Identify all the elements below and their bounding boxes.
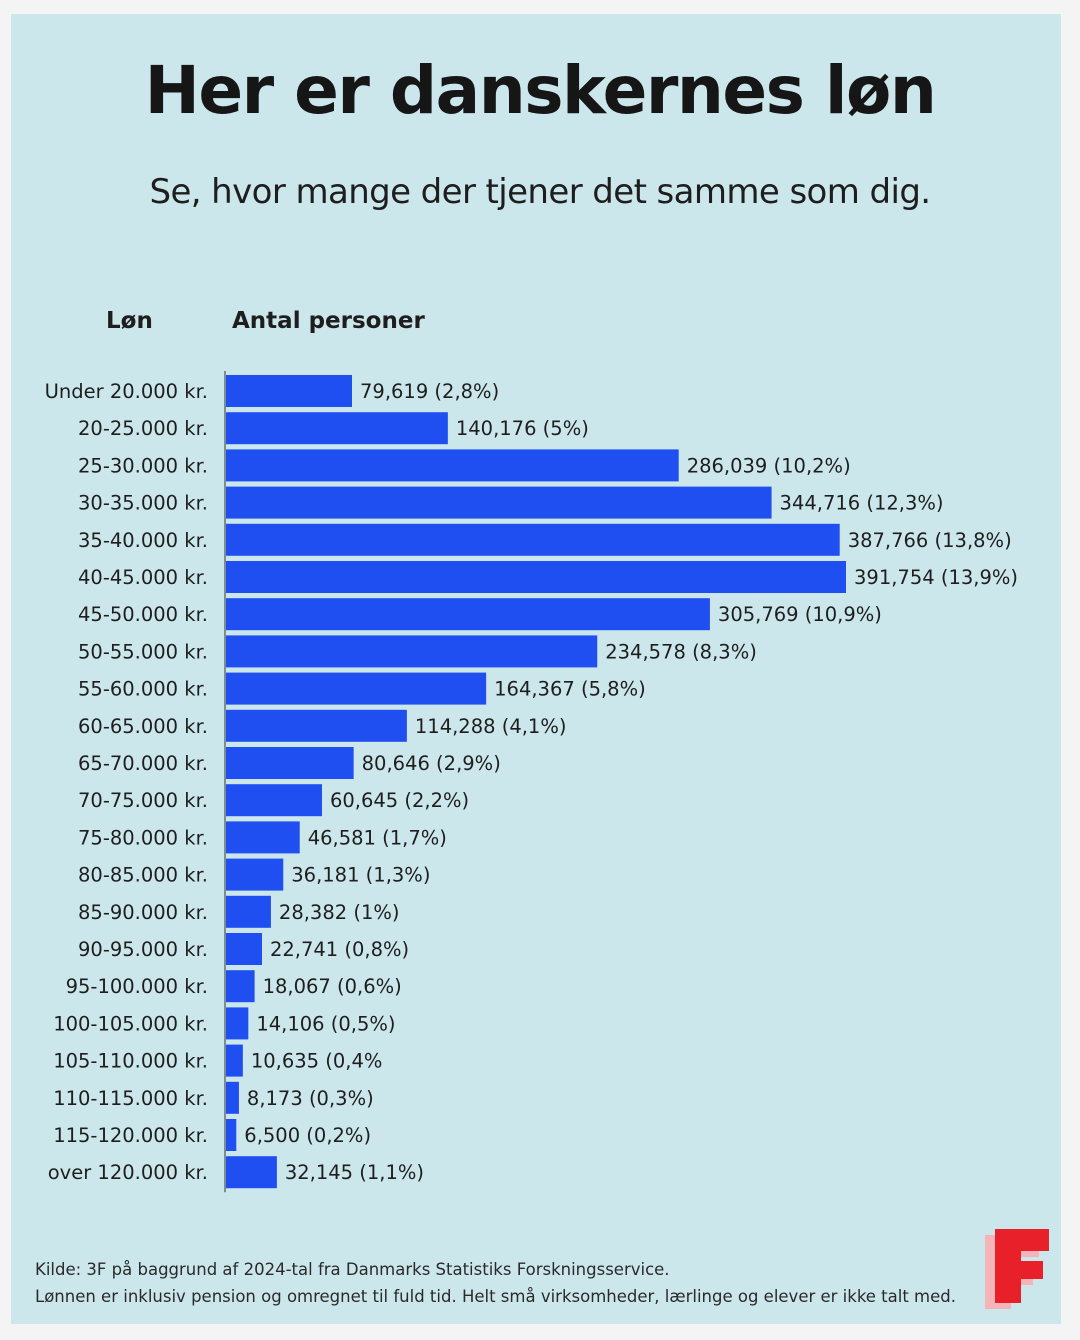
bar-5 (226, 561, 846, 593)
bar-3 (226, 486, 772, 519)
bar-19 (226, 1081, 239, 1114)
data-label-7: 234,578 (8,3%) (605, 640, 757, 663)
category-label-7: 50-55.000 kr. (78, 640, 208, 663)
data-label-19: 8,173 (0,3%) (247, 1087, 374, 1110)
data-label-0: 79,619 (2,8%) (360, 380, 499, 403)
infographic-panel (11, 14, 1061, 1324)
category-column-header: Løn (106, 308, 153, 334)
logo-letter-f (995, 1229, 1049, 1303)
data-label-14: 28,382 (1%) (279, 901, 400, 924)
bar-7 (226, 635, 598, 668)
footer-note: Lønnen er inklusiv pension og omregnet t… (35, 1287, 957, 1306)
data-label-13: 36,181 (1,3%) (291, 864, 430, 887)
footer-source: Kilde: 3F på baggrund af 2024-tal fra Da… (35, 1260, 670, 1279)
value-column-header: Antal personer (232, 308, 425, 334)
category-label-19: 110-115.000 kr. (53, 1087, 208, 1110)
bar-13 (226, 858, 284, 891)
bar-2 (226, 449, 679, 482)
bar-11 (226, 784, 322, 817)
data-label-20: 6,500 (0,2%) (244, 1124, 371, 1147)
data-label-17: 14,106 (0,5%) (256, 1012, 395, 1035)
category-label-17: 100-105.000 kr. (53, 1012, 208, 1035)
category-label-12: 75-80.000 kr. (78, 826, 208, 849)
data-label-18: 10,635 (0,4% (251, 1050, 383, 1073)
category-label-9: 60-65.000 kr. (78, 715, 208, 738)
data-label-2: 286,039 (10,2%) (687, 454, 851, 477)
bar-1 (226, 412, 448, 445)
category-label-8: 55-60.000 kr. (78, 678, 208, 701)
category-label-20: 115-120.000 kr. (53, 1124, 208, 1147)
bar-8 (226, 672, 487, 705)
bar-12 (226, 821, 300, 854)
bar-16 (226, 970, 255, 1003)
data-label-21: 32,145 (1,1%) (285, 1161, 424, 1184)
page-subtitle: Se, hvor mange der tjener det samme som … (149, 172, 931, 212)
data-label-5: 391,754 (13,9%) (854, 566, 1018, 589)
category-label-16: 95-100.000 kr. (66, 975, 208, 998)
bar-6 (226, 598, 710, 631)
data-label-10: 80,646 (2,9%) (362, 752, 501, 775)
category-label-13: 80-85.000 kr. (78, 864, 208, 887)
data-label-11: 60,645 (2,2%) (330, 789, 469, 812)
bar-20 (226, 1119, 237, 1151)
bar-15 (226, 933, 262, 965)
data-label-8: 164,367 (5,8%) (494, 678, 646, 701)
category-label-14: 85-90.000 kr. (78, 901, 208, 924)
data-label-15: 22,741 (0,8%) (270, 938, 409, 961)
bar-4 (226, 523, 840, 556)
data-label-3: 344,716 (12,3%) (780, 492, 944, 515)
category-label-18: 105-110.000 kr. (53, 1050, 208, 1073)
bar-18 (226, 1044, 243, 1077)
bar-10 (226, 747, 354, 779)
category-label-6: 45-50.000 kr. (78, 603, 208, 626)
data-label-12: 46,581 (1,7%) (308, 826, 447, 849)
category-label-1: 20-25.000 kr. (78, 417, 208, 440)
data-label-1: 140,176 (5%) (456, 417, 589, 440)
category-label-15: 90-95.000 kr. (78, 938, 208, 961)
category-label-5: 40-45.000 kr. (78, 566, 208, 589)
bar-9 (226, 709, 407, 742)
bar-21 (226, 1156, 277, 1189)
category-label-0: Under 20.000 kr. (45, 380, 208, 403)
data-label-6: 305,769 (10,9%) (718, 603, 882, 626)
data-label-9: 114,288 (4,1%) (415, 715, 567, 738)
bar-14 (226, 895, 271, 928)
category-label-21: over 120.000 kr. (48, 1161, 208, 1184)
bar-17 (226, 1007, 249, 1040)
data-label-4: 387,766 (13,8%) (848, 529, 1012, 552)
bar-0 (226, 375, 353, 407)
category-label-10: 65-70.000 kr. (78, 752, 208, 775)
3f-logo-icon (985, 1229, 1049, 1309)
category-label-11: 70-75.000 kr. (78, 789, 208, 812)
category-label-2: 25-30.000 kr. (78, 454, 208, 477)
data-label-16: 18,067 (0,6%) (263, 975, 402, 998)
category-label-4: 35-40.000 kr. (78, 529, 208, 552)
page-title: Her er danskernes løn (144, 52, 937, 129)
category-label-3: 30-35.000 kr. (78, 492, 208, 515)
